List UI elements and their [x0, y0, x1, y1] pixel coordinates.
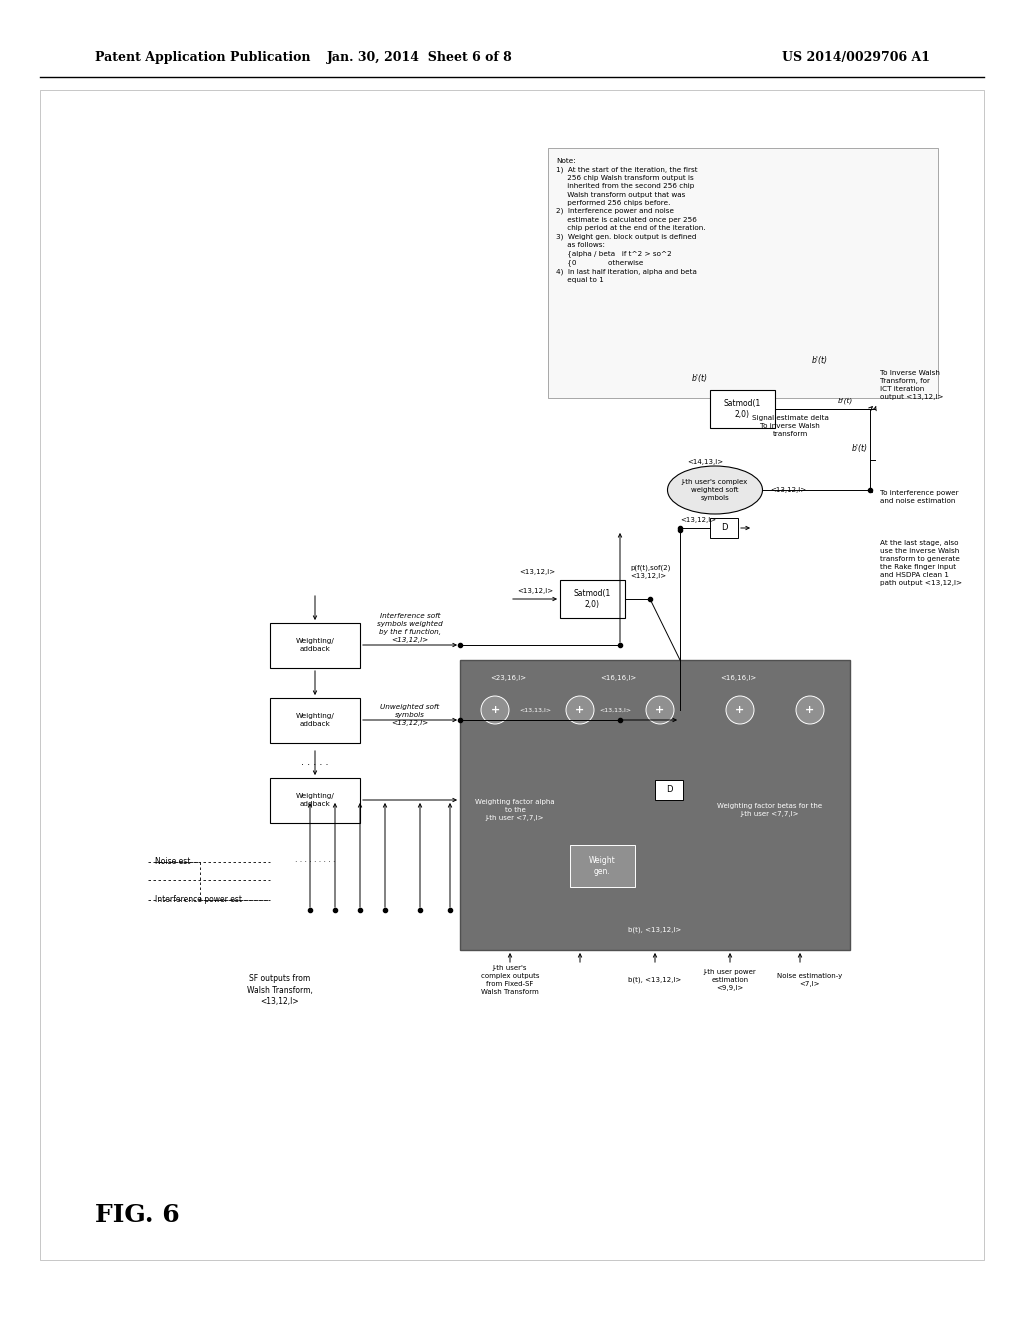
Ellipse shape	[668, 466, 763, 513]
Text: Patent Application Publication: Patent Application Publication	[95, 51, 310, 65]
Text: +: +	[805, 705, 815, 715]
Text: Weighting/
addback: Weighting/ addback	[296, 713, 335, 727]
Text: +: +	[575, 705, 585, 715]
Text: Noise est: Noise est	[155, 858, 190, 866]
Text: Signal estimate delta
To inverse Walsh
transform: Signal estimate delta To inverse Walsh t…	[752, 414, 828, 437]
Text: Weighting/
addback: Weighting/ addback	[296, 639, 335, 652]
Text: p(f(t),sof(2)
<13,12,l>: p(f(t),sof(2) <13,12,l>	[630, 565, 671, 579]
Text: To interference power
and noise estimation: To interference power and noise estimati…	[880, 490, 958, 504]
Bar	[40, 90, 984, 1261]
Text: Satmod(1
2,0): Satmod(1 2,0)	[723, 399, 761, 418]
Text: Weight
gen.: Weight gen.	[589, 855, 615, 876]
Text: <13,13,l>: <13,13,l>	[519, 708, 551, 713]
Text: US 2014/0029706 A1: US 2014/0029706 A1	[782, 51, 930, 65]
Text: Interference power est: Interference power est	[155, 895, 242, 904]
Ellipse shape	[796, 696, 824, 723]
Bar	[548, 148, 938, 399]
Text: <13,12,l>: <13,12,l>	[519, 569, 555, 576]
Text: J-th user's
complex outputs
from Fixed-SF
Walsh Transform: J-th user's complex outputs from Fixed-S…	[480, 965, 540, 995]
Text: <13,12,l>: <13,12,l>	[680, 517, 716, 523]
Text: . . . . .: . . . . .	[301, 756, 329, 767]
Text: <16,16,l>: <16,16,l>	[720, 675, 757, 681]
Bar	[270, 623, 360, 668]
Ellipse shape	[566, 696, 594, 723]
Text: b'(t): b'(t)	[852, 444, 868, 453]
Bar	[570, 845, 635, 887]
Text: b(t), <13,12,l>: b(t), <13,12,l>	[629, 927, 682, 933]
Text: At the last stage, also
use the inverse Walsh
transform to generate
the Rake fin: At the last stage, also use the inverse …	[880, 540, 963, 586]
Text: Weighting/
addback: Weighting/ addback	[296, 793, 335, 807]
Text: SF outputs from
Walsh Transform,
<13,12,l>: SF outputs from Walsh Transform, <13,12,…	[247, 974, 313, 1006]
Text: <14,13,l>: <14,13,l>	[687, 459, 723, 465]
Text: Note:
1)  At the start of the iteration, the first
     256 chip Walsh transform: Note: 1) At the start of the iteration, …	[556, 158, 706, 282]
Text: +: +	[735, 705, 744, 715]
Text: +: +	[655, 705, 665, 715]
Text: <13,12,l>: <13,12,l>	[770, 487, 806, 492]
Bar	[270, 698, 360, 743]
Bar	[560, 579, 625, 618]
Text: b'(t): b'(t)	[812, 355, 828, 364]
Text: <13,13,l>: <13,13,l>	[599, 708, 631, 713]
Text: Jan. 30, 2014  Sheet 6 of 8: Jan. 30, 2014 Sheet 6 of 8	[327, 51, 513, 65]
Text: . . . . . . . . .: . . . . . . . . .	[295, 855, 335, 865]
Text: D: D	[666, 785, 672, 795]
Text: J-th user power
estimation
<9,9,l>: J-th user power estimation <9,9,l>	[703, 969, 757, 991]
Ellipse shape	[481, 696, 509, 723]
Text: Unweighted soft
symbols
<13,12,l>: Unweighted soft symbols <13,12,l>	[380, 704, 439, 726]
Bar	[270, 777, 360, 822]
Text: D: D	[721, 524, 727, 532]
Text: Weighting factor betas for the
J-th user <7,7,l>: Weighting factor betas for the J-th user…	[718, 803, 822, 817]
Text: To Inverse Walsh
Transform, for
ICT iteration
output <13,12,l>: To Inverse Walsh Transform, for ICT iter…	[880, 370, 943, 400]
Bar	[710, 389, 775, 428]
Text: +: +	[490, 705, 500, 715]
Text: b'(t): b'(t)	[838, 397, 853, 404]
Text: J-th user's complex
weighted soft
symbols: J-th user's complex weighted soft symbol…	[682, 479, 749, 500]
Bar	[710, 517, 738, 539]
Ellipse shape	[646, 696, 674, 723]
Bar	[655, 780, 683, 800]
Text: <13,12,l>: <13,12,l>	[517, 587, 553, 594]
Text: Satmod(1
2,0): Satmod(1 2,0)	[573, 589, 610, 609]
Text: b'(t): b'(t)	[692, 374, 708, 383]
Bar	[460, 660, 850, 950]
Text: Weighting factor alpha
to the
J-th user <7,7,l>: Weighting factor alpha to the J-th user …	[475, 799, 555, 821]
Text: Interference soft
symbols weighted
by the f function,
<13,12,l>: Interference soft symbols weighted by th…	[377, 614, 442, 643]
Text: FIG. 6: FIG. 6	[95, 1203, 179, 1228]
Text: <16,16,l>: <16,16,l>	[600, 675, 636, 681]
Text: b(t), <13,12,l>: b(t), <13,12,l>	[629, 977, 682, 983]
Text: Noise estimation-y
<7,l>: Noise estimation-y <7,l>	[777, 973, 843, 987]
Text: <23,16,l>: <23,16,l>	[490, 675, 526, 681]
Ellipse shape	[726, 696, 754, 723]
